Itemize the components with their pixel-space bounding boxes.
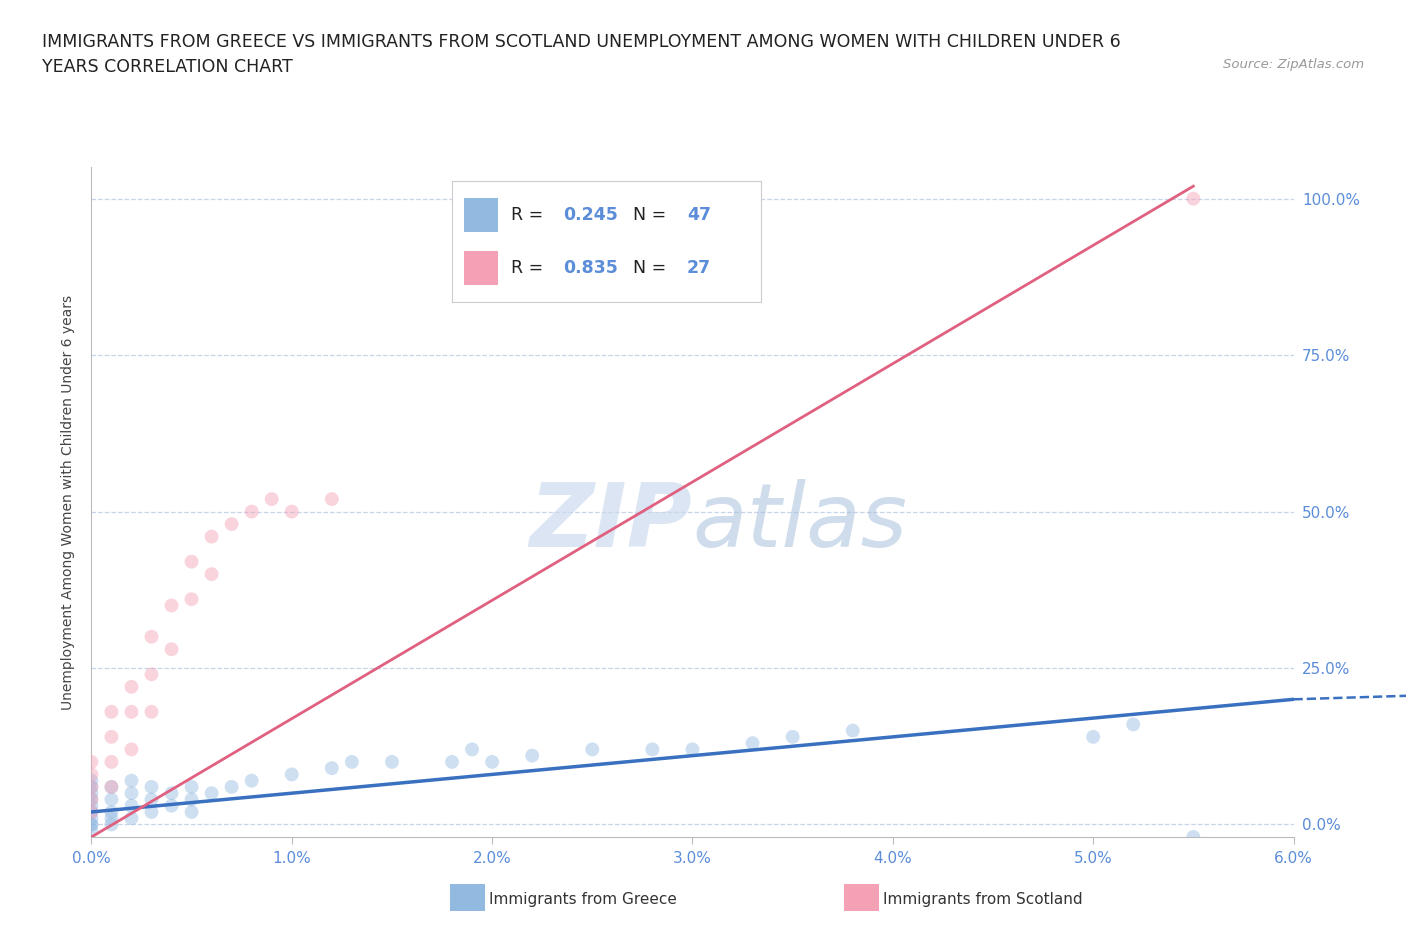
Point (221, 517, 243, 532)
Point (681, 742, 703, 757)
Point (1182, 830, 1205, 844)
Text: IMMIGRANTS FROM GREECE VS IMMIGRANTS FROM SCOTLAND UNEMPLOYMENT AMONG WOMEN WITH: IMMIGRANTS FROM GREECE VS IMMIGRANTS FRO… (42, 33, 1121, 50)
Point (100, 729, 122, 744)
Point (160, 786, 183, 801)
Point (80, 823, 103, 838)
Point (461, 742, 484, 757)
Point (80, 779, 103, 794)
Point (141, 630, 163, 644)
Point (80, 811, 103, 826)
Text: ZIP: ZIP (530, 479, 692, 565)
Point (581, 742, 603, 757)
Point (141, 804, 163, 819)
Point (841, 724, 863, 738)
Text: 0.245: 0.245 (564, 206, 619, 224)
Point (381, 754, 404, 769)
Point (741, 736, 763, 751)
Point (180, 554, 202, 569)
Point (121, 798, 143, 813)
Point (141, 792, 163, 807)
Point (201, 566, 224, 581)
Point (281, 767, 304, 782)
Point (100, 754, 122, 769)
Point (160, 798, 183, 813)
Text: YEARS CORRELATION CHART: YEARS CORRELATION CHART (42, 58, 292, 75)
Text: R =: R = (510, 206, 548, 224)
Point (641, 742, 664, 757)
Point (80, 767, 103, 782)
Text: atlas: atlas (692, 479, 907, 565)
FancyBboxPatch shape (464, 198, 498, 232)
Text: 0.835: 0.835 (564, 259, 619, 277)
Point (100, 817, 122, 832)
Point (180, 792, 202, 807)
Point (80, 792, 103, 807)
Point (80, 798, 103, 813)
Point (100, 779, 122, 794)
Point (80, 754, 103, 769)
Point (100, 811, 122, 826)
Point (180, 804, 202, 819)
Y-axis label: Unemployment Among Women with Children Under 6 years: Unemployment Among Women with Children U… (62, 295, 76, 710)
Point (1083, 729, 1105, 744)
Point (221, 779, 243, 794)
Text: N =: N = (621, 206, 672, 224)
Point (80, 817, 103, 832)
Point (160, 642, 183, 657)
Point (180, 591, 202, 606)
Point (201, 786, 224, 801)
Point (121, 811, 143, 826)
Point (121, 742, 143, 757)
Point (100, 704, 122, 719)
Point (180, 779, 202, 794)
Point (782, 729, 804, 744)
Point (240, 773, 263, 788)
Point (80, 773, 103, 788)
Point (440, 754, 463, 769)
Point (1182, 192, 1205, 206)
Point (80, 804, 103, 819)
Point (80, 792, 103, 807)
Point (281, 504, 304, 519)
Text: 27: 27 (688, 259, 711, 277)
Point (321, 492, 343, 507)
Point (121, 773, 143, 788)
Point (141, 704, 163, 719)
Point (481, 754, 503, 769)
Point (201, 529, 224, 544)
Point (321, 761, 343, 776)
FancyBboxPatch shape (464, 251, 498, 286)
Text: N =: N = (621, 259, 672, 277)
Point (80, 779, 103, 794)
Point (80, 817, 103, 832)
Point (340, 754, 363, 769)
Point (121, 786, 143, 801)
Point (260, 492, 283, 507)
Point (100, 792, 122, 807)
Point (240, 504, 263, 519)
Point (100, 779, 122, 794)
Point (121, 704, 143, 719)
Text: Immigrants from Scotland: Immigrants from Scotland (883, 892, 1083, 907)
Point (520, 749, 543, 764)
Point (121, 680, 143, 695)
Point (80, 786, 103, 801)
Point (160, 598, 183, 613)
Text: R =: R = (510, 259, 548, 277)
Point (141, 667, 163, 682)
Point (100, 804, 122, 819)
Text: Immigrants from Greece: Immigrants from Greece (489, 892, 678, 907)
Point (80, 804, 103, 819)
Text: 47: 47 (688, 206, 711, 224)
Point (141, 779, 163, 794)
Point (1122, 717, 1144, 732)
Text: Source: ZipAtlas.com: Source: ZipAtlas.com (1223, 58, 1364, 71)
